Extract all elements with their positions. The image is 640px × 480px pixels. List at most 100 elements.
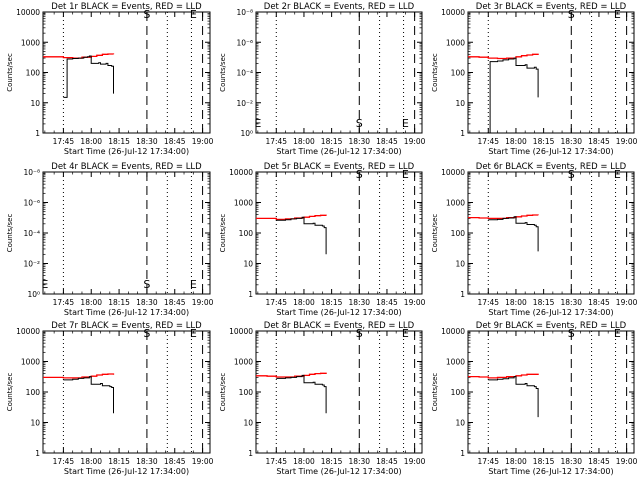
y-tick-label: 1 — [460, 129, 465, 138]
y-tick-label: 10000 — [229, 168, 253, 177]
marker-e: E — [402, 117, 409, 130]
y-axis-label: Counts/sec — [6, 214, 14, 253]
x-axis-label: Start Time (26-Jul-12 17:34:00) — [64, 147, 189, 156]
y-tick-label: 10000 — [441, 8, 465, 17]
marker-s: S — [143, 8, 150, 21]
y-tick-label: 10 — [30, 99, 40, 108]
y-tick-label: 10000 — [16, 8, 40, 17]
plot-frame — [42, 11, 211, 134]
x-tick-label: 18:15 — [108, 457, 130, 466]
x-tick-label: 18:00 — [80, 137, 102, 146]
x-tick-label: 18:15 — [108, 298, 130, 307]
y-axis-label: Counts/sec — [431, 373, 439, 412]
marker-s: S — [143, 278, 150, 291]
panel-det-4: Det 4r BLACK = Events, RED = LLD 10⁰ 10⁻² 1… — [6, 162, 214, 317]
y-tick-label: 10⁻² — [236, 99, 253, 108]
series-events — [488, 376, 539, 418]
plot-frame — [255, 11, 423, 134]
x-tick-label: 18:30 — [560, 137, 582, 146]
x-tick-label: 18:30 — [560, 457, 582, 466]
plot-frame — [255, 171, 423, 295]
panel-det-9: Det 9r BLACK = Events, RED = LLD 1 10 100 10… — [431, 321, 638, 476]
x-axis-label: Start Time (26-Jul-12 17:34:00) — [488, 147, 613, 156]
x-axis-label: Start Time (26-Jul-12 17:34:00) — [488, 308, 613, 317]
x-tick-label: 18:15 — [533, 457, 555, 466]
x-tick-label: 18:00 — [80, 298, 102, 307]
panel-det-7: Det 7r BLACK = Events, RED = LLD 1 10 100 10… — [6, 321, 214, 476]
plot-frame — [467, 171, 635, 295]
x-tick-label: 18:30 — [136, 298, 158, 307]
x-tick-label: 19:00 — [192, 137, 214, 146]
x-tick-label: 18:00 — [505, 137, 527, 146]
y-tick-label: 10⁰ — [27, 290, 40, 299]
panel-det-2: Det 2r BLACK = Events, RED = LLD 10⁰ 10⁻² 1… — [219, 2, 426, 156]
marker-s: S — [568, 168, 575, 181]
series-events — [488, 57, 539, 134]
marker-e: E — [254, 117, 261, 130]
y-axis-label: Counts/sec — [219, 53, 227, 92]
x-tick-label: 18:30 — [348, 137, 370, 146]
x-tick-label: 18:45 — [164, 137, 186, 146]
plot-frame — [467, 11, 635, 134]
x-tick-label: 18:15 — [321, 298, 343, 307]
x-tick-label: 17:45 — [53, 298, 75, 307]
x-tick-label: 18:15 — [321, 457, 343, 466]
y-tick-label: 10 — [455, 419, 465, 428]
y-tick-label: 100 — [451, 229, 466, 238]
y-tick-label: 1 — [35, 129, 40, 138]
x-tick-label: 17:45 — [265, 457, 287, 466]
marker-e: E — [614, 327, 621, 340]
marker-e: E — [190, 327, 197, 340]
panel-det-8: Det 8r BLACK = Events, RED = LLD 1 10 100 10… — [219, 321, 426, 476]
panel-det-6: Det 6r BLACK = Events, RED = LLD 1 10 100 10… — [431, 162, 638, 317]
x-tick-label: 18:15 — [533, 137, 555, 146]
x-tick-label: 19:00 — [404, 137, 426, 146]
x-tick-label: 18:00 — [505, 298, 527, 307]
x-tick-label: 17:45 — [53, 137, 75, 146]
x-tick-label: 19:00 — [616, 298, 638, 307]
x-tick-label: 18:00 — [80, 457, 102, 466]
y-tick-label: 1 — [460, 290, 465, 299]
series-events — [276, 374, 327, 414]
y-tick-label: 10 — [30, 419, 40, 428]
y-tick-label: 1000 — [234, 199, 253, 208]
y-tick-label: 10 — [243, 419, 253, 428]
x-tick-label: 19:00 — [404, 298, 426, 307]
y-tick-label: 10⁻⁸ — [23, 168, 40, 177]
x-axis-label: Start Time (26-Jul-12 17:34:00) — [276, 147, 401, 156]
x-tick-label: 18:00 — [293, 298, 315, 307]
x-tick-label: 17:45 — [265, 298, 287, 307]
panel-title: Det 9r BLACK = Events, RED = LLD — [476, 321, 627, 331]
y-tick-label: 1 — [248, 449, 253, 458]
plot-frame — [42, 330, 211, 454]
y-tick-label: 1 — [35, 449, 40, 458]
y-tick-label: 10000 — [16, 327, 40, 336]
x-tick-label: 18:45 — [376, 137, 398, 146]
y-axis-label: Counts/sec — [431, 214, 439, 253]
y-tick-label: 10000 — [229, 327, 253, 336]
x-tick-label: 17:45 — [265, 137, 287, 146]
x-axis-label: Start Time (26-Jul-12 17:34:00) — [488, 467, 613, 476]
y-tick-label: 1000 — [446, 199, 465, 208]
y-tick-label: 100 — [451, 69, 466, 78]
y-axis-label: Counts/sec — [6, 373, 14, 412]
x-axis-label: Start Time (26-Jul-12 17:34:00) — [276, 467, 401, 476]
x-tick-label: 18:30 — [560, 298, 582, 307]
series-lld — [468, 373, 539, 379]
y-tick-label: 1000 — [21, 38, 40, 47]
x-tick-label: 18:15 — [533, 298, 555, 307]
series-lld — [256, 372, 327, 378]
y-axis-label: Counts/sec — [219, 214, 227, 253]
y-tick-label: 10⁻⁴ — [236, 69, 253, 78]
y-tick-label: 1000 — [21, 358, 40, 367]
marker-e: E — [41, 278, 48, 291]
series-lld — [468, 214, 539, 220]
y-tick-label: 10 — [455, 99, 465, 108]
x-tick-label: 17:45 — [477, 457, 499, 466]
x-tick-label: 18:30 — [136, 137, 158, 146]
y-tick-label: 1000 — [446, 38, 465, 47]
marker-s: S — [143, 327, 150, 340]
y-axis-label: Counts/sec — [6, 53, 14, 92]
panel-title: Det 1r BLACK = Events, RED = LLD — [51, 2, 202, 12]
